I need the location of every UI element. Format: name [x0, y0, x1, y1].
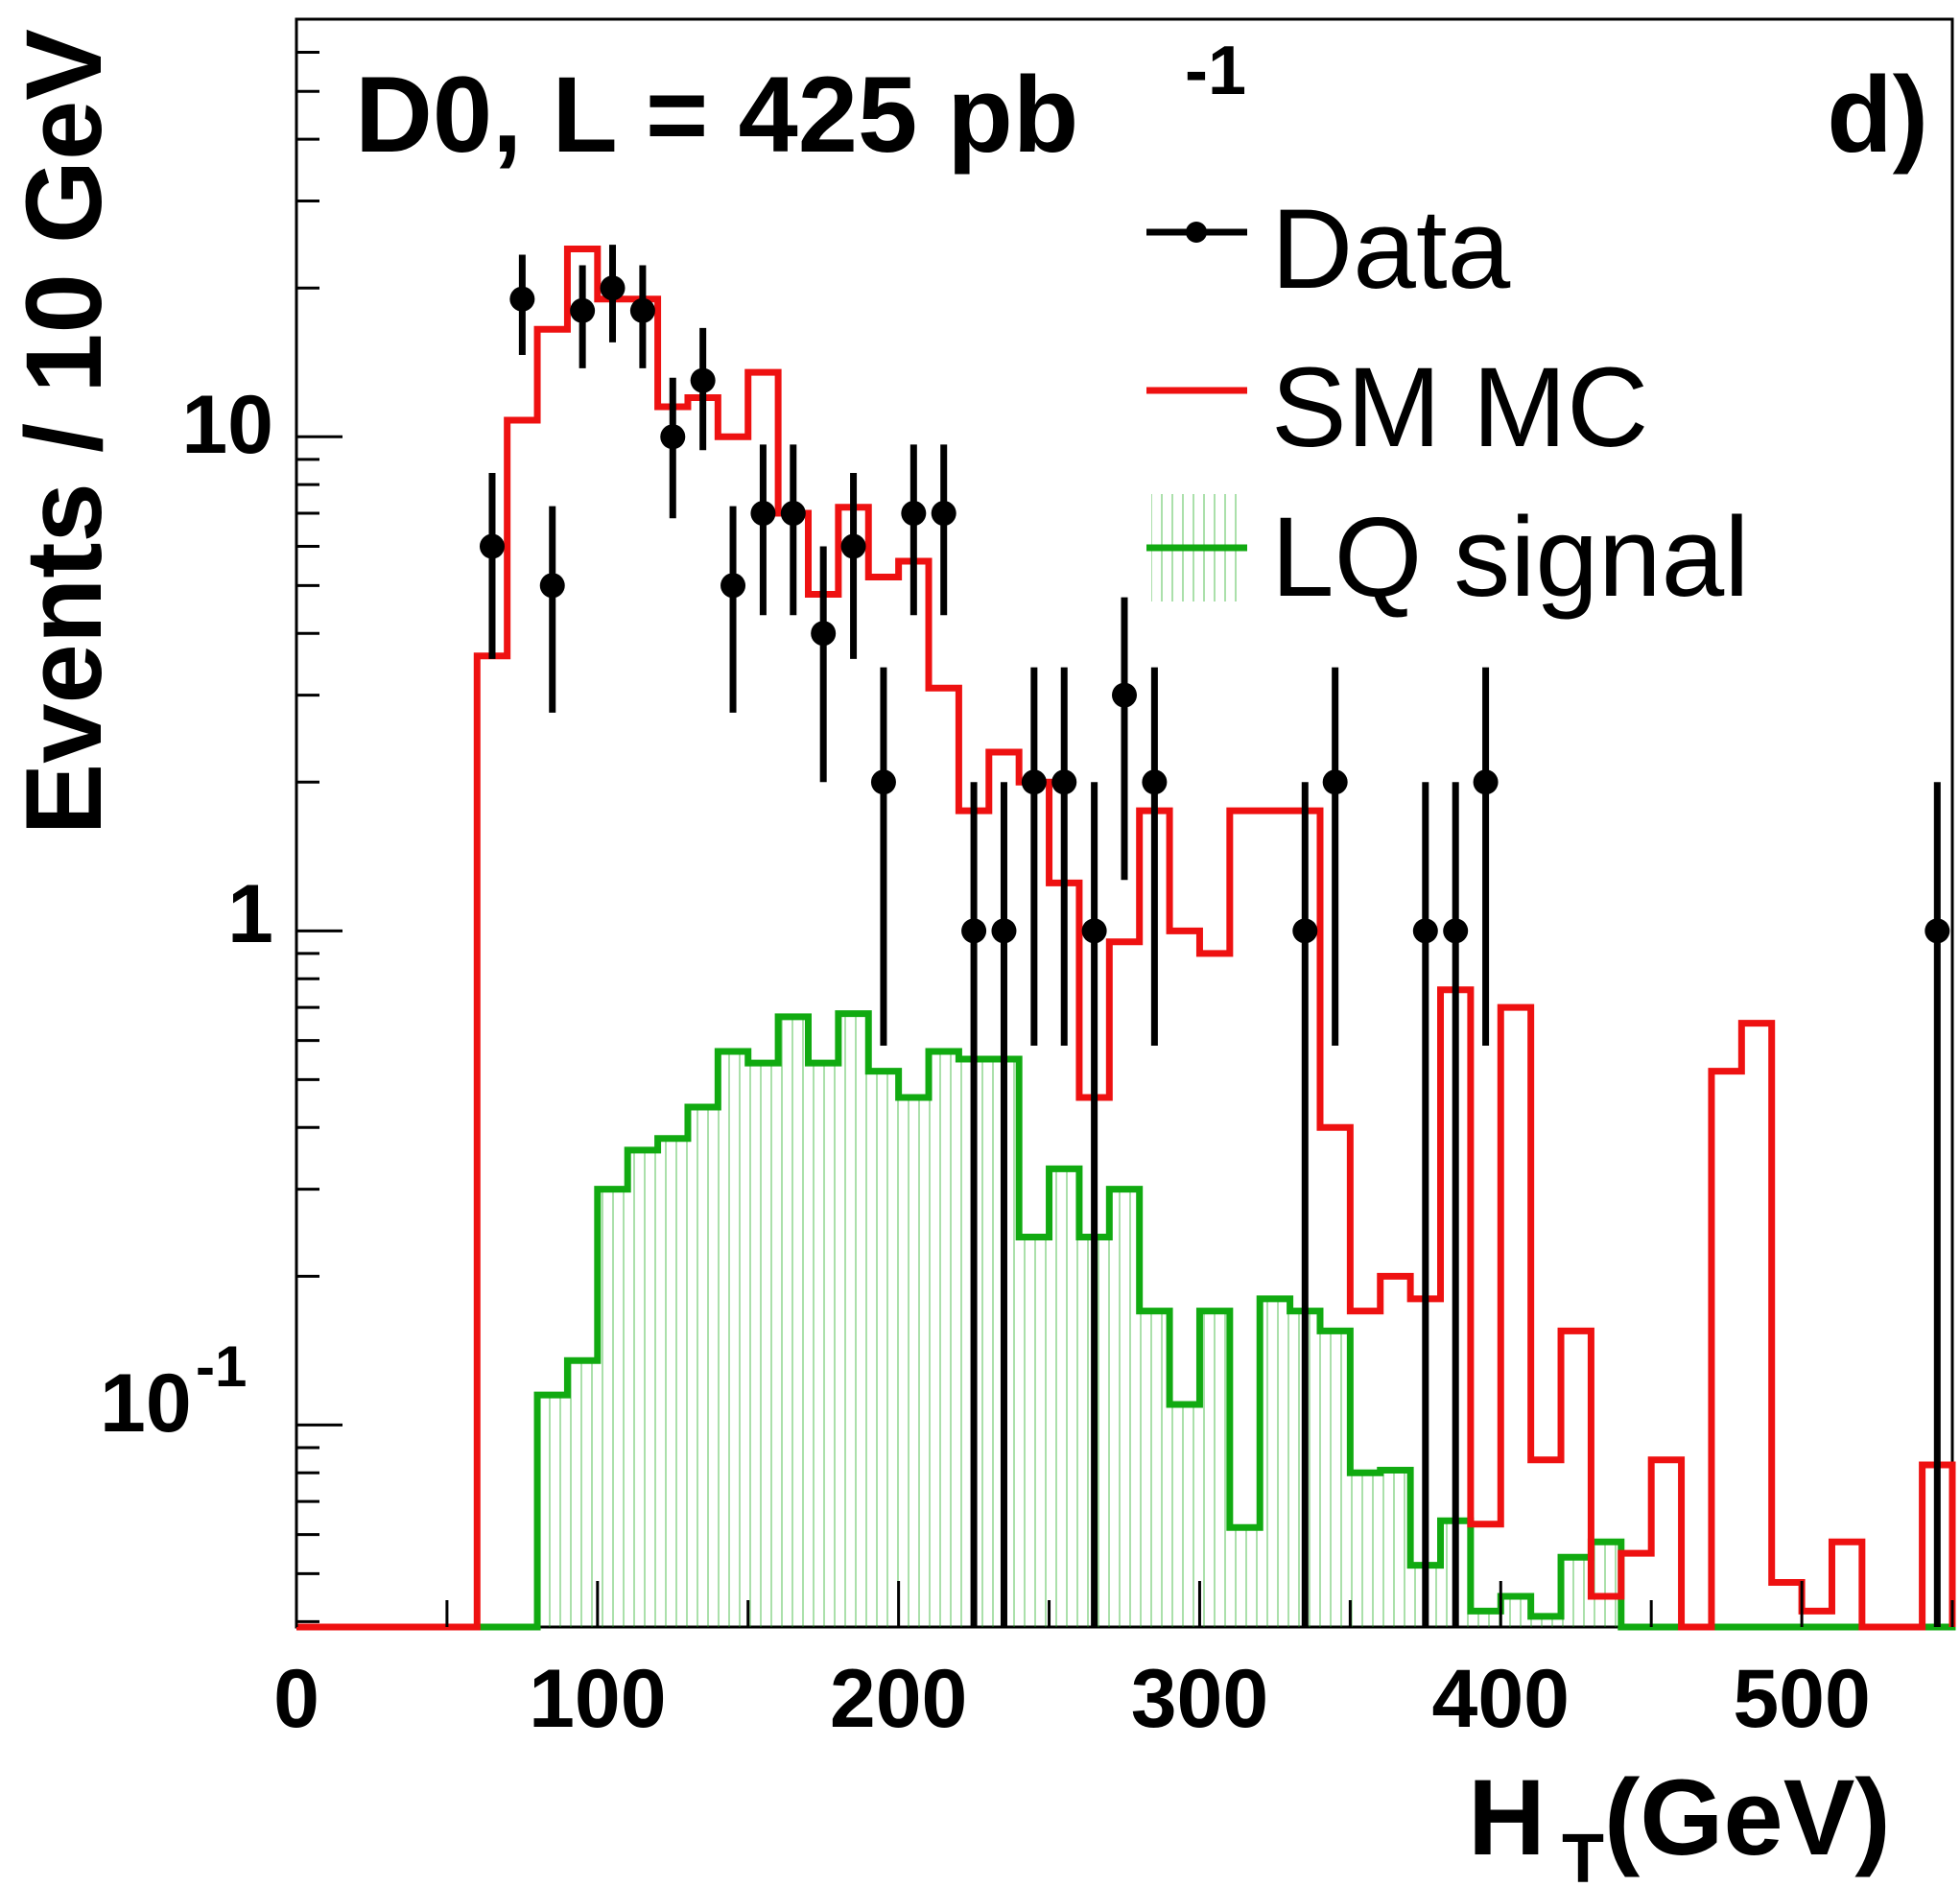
data-point: [1292, 782, 1318, 1627]
plot-title: D0, L = 425 pb -1: [355, 33, 1246, 175]
x-tick-label: 0: [273, 1653, 319, 1745]
data-point: [1473, 667, 1499, 1046]
data-point: [539, 506, 565, 713]
y-tick-label-0.1: 10 -1: [100, 1334, 247, 1450]
data-point: [1021, 667, 1047, 1046]
svg-text:-1: -1: [1185, 33, 1246, 109]
data-point: [931, 444, 956, 616]
data-point: [811, 546, 837, 783]
data-point: [509, 254, 535, 355]
data-points: [479, 245, 1950, 1627]
lq-signal-line: [296, 1010, 1956, 1631]
data-point: [570, 265, 596, 368]
x-ticks: [295, 1581, 1954, 1627]
data-point: [1051, 667, 1077, 1046]
x-axis-label: H T (GeV): [1468, 1757, 1891, 1887]
y-tick-label-1: 1: [227, 868, 273, 960]
svg-text:LQ signal: LQ signal: [1271, 494, 1750, 621]
data-point: [750, 444, 776, 616]
data-point: [600, 245, 626, 342]
svg-text:10: 10: [100, 1357, 192, 1450]
lq-signal-fill: [296, 1013, 1952, 1627]
svg-text:-1: -1: [196, 1334, 247, 1399]
legend: Data SM MC LQ signal: [1146, 186, 1750, 621]
data-point: [720, 506, 746, 713]
data-point: [961, 782, 987, 1627]
data-point: [780, 444, 806, 616]
legend-entry-lq-signal: LQ signal: [1146, 494, 1750, 621]
data-point: [1443, 782, 1469, 1627]
x-tick-label: 500: [1733, 1653, 1871, 1745]
data-point: [991, 782, 1017, 1627]
data-point: [690, 327, 716, 451]
data-point: [629, 265, 655, 368]
x-tick-label: 300: [1131, 1653, 1269, 1745]
y-axis-label: Events / 10 GeV: [4, 29, 124, 835]
svg-text:D0, L = 425 pb: D0, L = 425 pb: [355, 55, 1078, 175]
data-point: [660, 377, 686, 519]
x-tick-label: 400: [1432, 1653, 1570, 1745]
data-point: [1112, 597, 1137, 881]
data-point: [1322, 667, 1348, 1046]
x-tick-label: 200: [830, 1653, 968, 1745]
y-tick-label-10: 10: [181, 379, 273, 471]
data-point: [870, 667, 896, 1046]
svg-text:T: T: [1562, 1821, 1604, 1887]
data-point: [479, 472, 505, 659]
svg-text:H: H: [1468, 1757, 1546, 1877]
panel-label: d): [1827, 55, 1928, 175]
svg-text:(GeV): (GeV): [1604, 1757, 1891, 1877]
data-point: [1142, 667, 1168, 1046]
sm-mc-line: [296, 245, 1956, 1631]
data-point: [840, 472, 866, 659]
svg-text:SM MC: SM MC: [1271, 344, 1648, 471]
svg-text:Data: Data: [1271, 186, 1511, 313]
legend-entry-data: Data: [1146, 186, 1511, 313]
x-tick-labels: 0 100 200 300 400 500: [273, 1653, 1871, 1745]
x-tick-label: 100: [529, 1653, 667, 1745]
legend-entry-sm-mc: SM MC: [1146, 344, 1648, 471]
data-point: [1081, 782, 1107, 1627]
data-point: [1412, 782, 1438, 1627]
y-ticks: [296, 17, 342, 1623]
data-point: [901, 444, 927, 616]
data-point: [1925, 782, 1950, 1627]
